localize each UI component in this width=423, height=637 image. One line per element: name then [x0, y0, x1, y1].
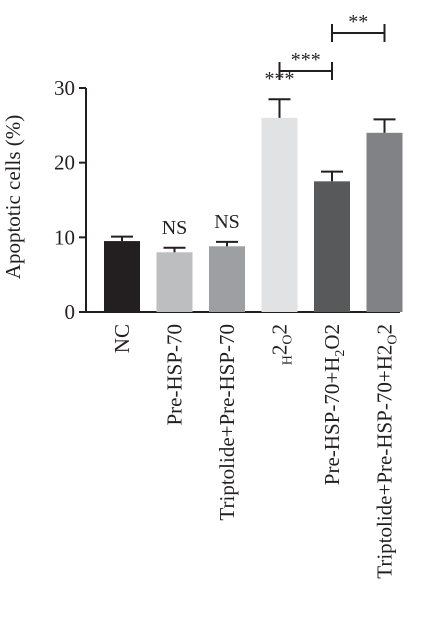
bar — [314, 181, 350, 312]
x-tick-label: Pre-HSP-70+H2O2 — [320, 324, 348, 485]
x-tick-label: NC — [110, 324, 134, 353]
x-tick-label: Triptolide+Pre-HSP-70+H2O2 — [373, 324, 401, 579]
y-axis-label: Apoptotic cells (%) — [1, 115, 25, 279]
y-tick-label: 30 — [54, 76, 75, 100]
bar — [209, 246, 245, 312]
bracket-annotation: *** — [291, 49, 321, 71]
y-axis-ticks: 0 10 20 30 — [54, 76, 86, 324]
bar — [261, 117, 298, 312]
bar — [104, 241, 140, 312]
y-tick-label: 10 — [54, 225, 75, 249]
bar-annotation: NS — [162, 217, 188, 239]
x-axis-labels: NC Pre-HSP-70 Triptolide+Pre-HSP-70 H2O2 Pre… — [110, 324, 401, 579]
y-tick-label: 20 — [54, 151, 75, 175]
x-tick-label: Triptolide+Pre-HSP-70 — [215, 324, 239, 521]
bar-annotation: NS — [214, 211, 240, 233]
bars-group — [104, 98, 403, 312]
bar — [156, 252, 193, 312]
significance-annotations: NS NS******** — [162, 11, 386, 239]
x-tick-label: Pre-HSP-70 — [163, 324, 187, 426]
y-tick-label: 0 — [65, 300, 76, 324]
x-tick-label: H2O2 — [268, 324, 296, 365]
bar — [366, 132, 403, 312]
bracket-annotation: ** — [348, 11, 368, 33]
